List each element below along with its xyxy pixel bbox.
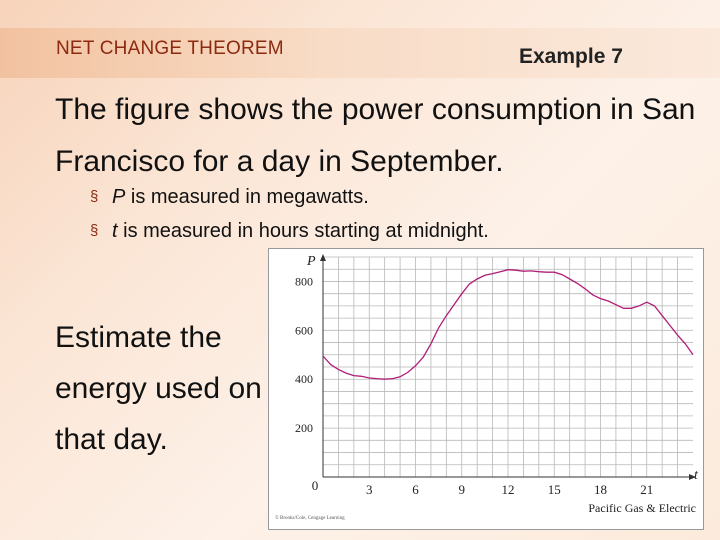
bullet-variable: t xyxy=(112,220,118,242)
x-tick-label: 21 xyxy=(640,482,653,497)
x-tick-label: 18 xyxy=(594,482,607,497)
y-axis-arrow-icon xyxy=(320,254,326,261)
origin-label: 0 xyxy=(312,478,319,493)
example-label: Example 7 xyxy=(519,45,623,68)
y-tick-label: 400 xyxy=(295,372,313,386)
slide-main-text: The figure shows the power consumption i… xyxy=(55,93,696,178)
bullet-text: t is measured in hours starting at midni… xyxy=(112,214,489,248)
x-axis-arrow-icon xyxy=(689,474,696,480)
x-tick-label: 15 xyxy=(548,482,561,497)
bullet-marker-icon: § xyxy=(90,188,99,205)
bullet-marker-icon: § xyxy=(90,222,99,239)
x-tick-label: 6 xyxy=(412,482,419,497)
copyright-label: © Brooks/Cole, Cengage Learning xyxy=(275,515,345,521)
chart-svg: Pt 200 400 600 800 3 6 9 12 15 18 21 0 Pacific Gas & … xyxy=(275,254,699,521)
x-tick-label: 12 xyxy=(502,482,515,497)
section-title: NET CHANGE THEOREM xyxy=(56,38,284,59)
source-label: Pacific Gas & Electric xyxy=(588,501,696,515)
y-tick-label: 200 xyxy=(295,421,313,435)
y-tick-label: 600 xyxy=(295,323,313,337)
series-line xyxy=(322,269,694,380)
bullet-variable: P xyxy=(112,186,126,208)
header-band xyxy=(0,28,720,78)
y-axis-label: P xyxy=(306,254,316,269)
y-tick-label: 800 xyxy=(295,274,313,288)
x-axis-label: t xyxy=(694,468,699,483)
x-tick-label: 3 xyxy=(366,482,373,497)
bullet-description: is measured in megawatts. xyxy=(125,186,369,208)
question-text: Estimate the energy used on that day. xyxy=(55,321,262,456)
bullet-text: P is measured in megawatts. xyxy=(112,180,369,214)
x-tick-label: 9 xyxy=(459,482,466,497)
bullet-description: is measured in hours starting at midnigh… xyxy=(117,220,489,242)
